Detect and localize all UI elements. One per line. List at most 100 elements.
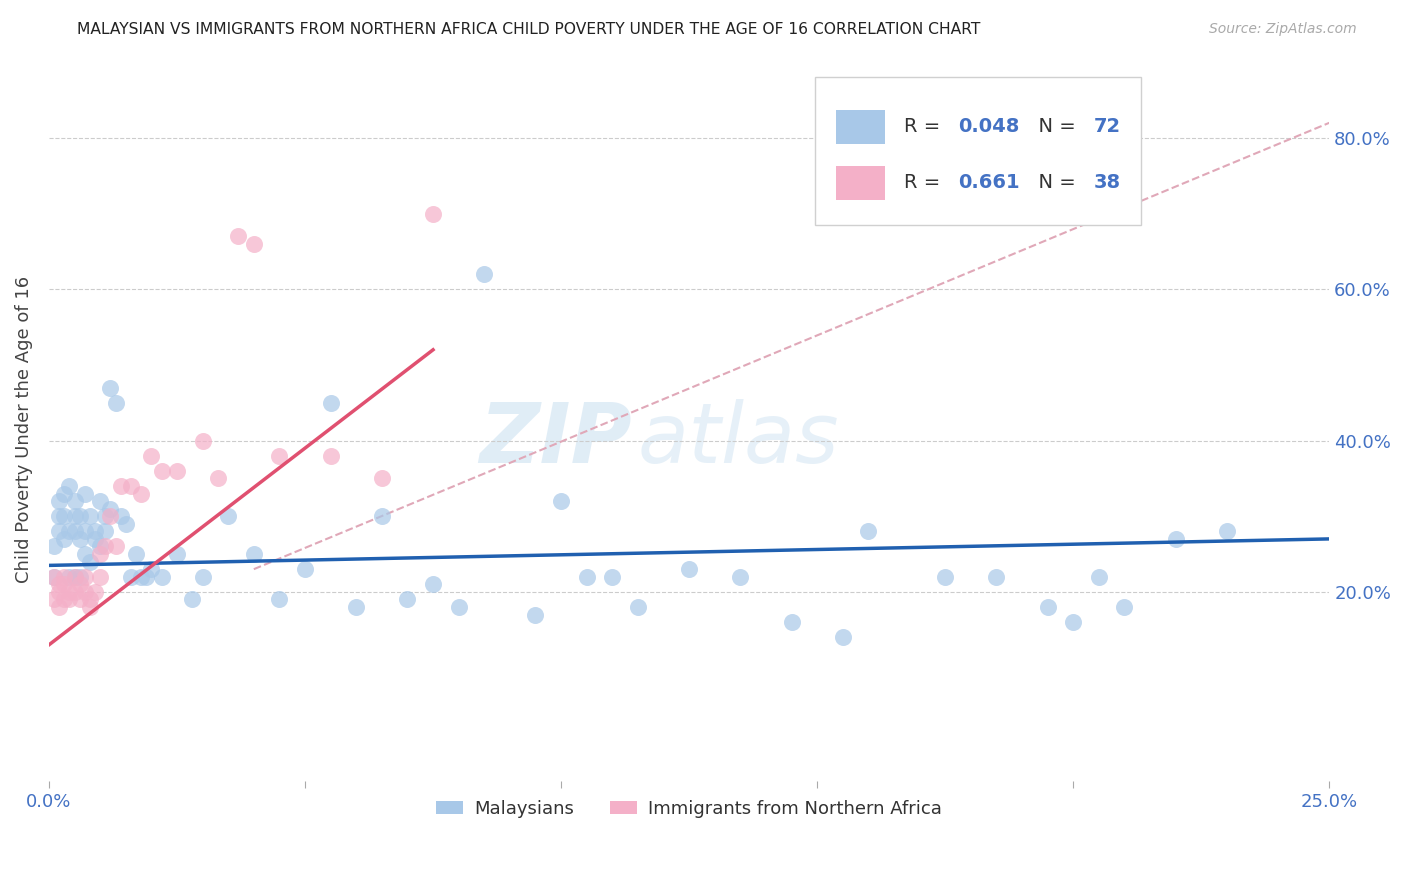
Point: [58, 524, 80, 539]
Point: [69, 532, 91, 546]
Point: [114, 516, 136, 531]
Point: [600, 570, 623, 584]
Point: [69, 509, 91, 524]
Point: [63, 585, 86, 599]
Point: [678, 562, 700, 576]
Point: [120, 479, 142, 493]
Point: [1114, 599, 1136, 614]
Point: [79, 509, 101, 524]
Point: [84, 532, 107, 546]
Point: [986, 570, 1008, 584]
Point: [53, 577, 76, 591]
Point: [42, 570, 65, 584]
Point: [1216, 524, 1239, 539]
Point: [135, 570, 157, 584]
Point: [831, 630, 853, 644]
Point: [63, 570, 86, 584]
Point: [422, 577, 444, 591]
Point: [94, 509, 117, 524]
Point: [84, 585, 107, 599]
Point: [42, 592, 65, 607]
Point: [120, 570, 142, 584]
Text: N =: N =: [1026, 117, 1081, 136]
Point: [191, 570, 214, 584]
Point: [89, 494, 111, 508]
Point: [150, 570, 173, 584]
Point: [63, 494, 86, 508]
Bar: [837, 166, 884, 200]
Point: [269, 592, 291, 607]
Point: [58, 479, 80, 493]
Point: [780, 615, 803, 629]
Y-axis label: Child Poverty Under the Age of 16: Child Poverty Under the Age of 16: [15, 276, 32, 582]
Point: [48, 585, 70, 599]
Point: [371, 471, 394, 485]
Point: [129, 570, 152, 584]
Point: [550, 494, 572, 508]
Point: [166, 464, 188, 478]
Point: [63, 524, 86, 539]
Point: [524, 607, 547, 622]
Point: [73, 570, 96, 584]
Text: 72: 72: [1094, 117, 1121, 136]
Point: [53, 532, 76, 546]
Point: [94, 540, 117, 554]
Text: MALAYSIAN VS IMMIGRANTS FROM NORTHERN AFRICA CHILD POVERTY UNDER THE AGE OF 16 C: MALAYSIAN VS IMMIGRANTS FROM NORTHERN AF…: [77, 22, 981, 37]
Point: [141, 449, 163, 463]
Point: [371, 509, 394, 524]
Point: [1088, 570, 1111, 584]
Point: [141, 562, 163, 576]
Point: [53, 509, 76, 524]
Point: [48, 509, 70, 524]
Point: [42, 570, 65, 584]
Point: [63, 509, 86, 524]
Point: [269, 449, 291, 463]
Point: [319, 396, 342, 410]
Point: [73, 547, 96, 561]
Point: [104, 396, 127, 410]
Point: [48, 599, 70, 614]
Point: [48, 524, 70, 539]
Legend: Malaysians, Immigrants from Northern Africa: Malaysians, Immigrants from Northern Afr…: [429, 792, 949, 825]
Point: [53, 592, 76, 607]
Point: [89, 540, 111, 554]
Point: [294, 562, 316, 576]
Point: [150, 464, 173, 478]
Point: [69, 592, 91, 607]
Bar: [837, 110, 884, 144]
Point: [100, 509, 122, 524]
Point: [243, 547, 266, 561]
Point: [472, 267, 495, 281]
Text: 0.048: 0.048: [957, 117, 1019, 136]
Point: [48, 494, 70, 508]
Text: ZIP: ZIP: [479, 400, 631, 480]
Point: [48, 577, 70, 591]
Point: [447, 599, 470, 614]
Point: [627, 599, 650, 614]
Point: [73, 585, 96, 599]
Point: [58, 570, 80, 584]
Point: [94, 524, 117, 539]
Text: N =: N =: [1026, 173, 1081, 193]
Point: [110, 479, 132, 493]
Point: [1036, 599, 1059, 614]
Point: [934, 570, 956, 584]
Point: [73, 486, 96, 500]
Point: [344, 599, 367, 614]
Text: Source: ZipAtlas.com: Source: ZipAtlas.com: [1209, 22, 1357, 37]
Point: [110, 509, 132, 524]
Point: [89, 570, 111, 584]
Point: [53, 570, 76, 584]
Point: [58, 585, 80, 599]
Point: [53, 486, 76, 500]
Point: [84, 524, 107, 539]
Point: [69, 570, 91, 584]
Point: [191, 434, 214, 448]
Point: [79, 592, 101, 607]
Point: [100, 381, 122, 395]
Point: [166, 547, 188, 561]
Point: [858, 524, 880, 539]
Text: R =: R =: [904, 173, 946, 193]
Point: [63, 570, 86, 584]
Text: 38: 38: [1094, 173, 1121, 193]
